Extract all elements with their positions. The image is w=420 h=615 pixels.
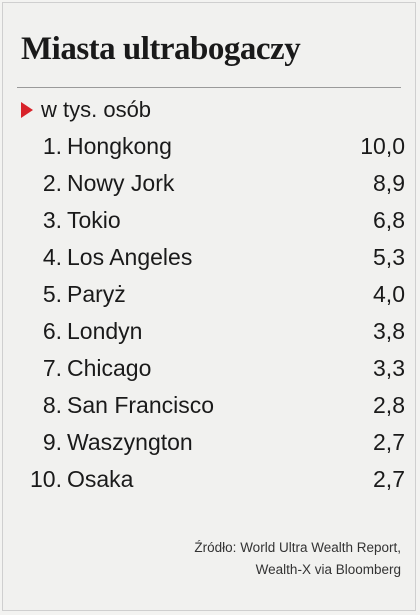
city: Waszyngton <box>67 429 193 455</box>
table-row: 9. Waszyngton 2,7 <box>21 429 405 465</box>
source-line: Wealth-X via Bloomberg <box>255 562 401 577</box>
city: Hongkong <box>67 133 172 159</box>
city: Osaka <box>67 466 134 492</box>
table-row: 8. San Francisco 2,8 <box>21 392 405 428</box>
title: Miasta ultrabogaczy <box>21 31 301 67</box>
city: Nowy Jork <box>67 170 175 196</box>
rank: 4. <box>42 244 62 270</box>
rank: 8. <box>42 392 62 418</box>
city: Chicago <box>67 355 152 381</box>
value: 5,3 <box>373 244 405 270</box>
city: Paryż <box>67 281 126 307</box>
rank: 6. <box>42 318 62 344</box>
subtitle-row: w tys. osób <box>21 97 151 123</box>
table-row: 7. Chicago 3,3 <box>21 355 405 391</box>
city: Tokio <box>67 207 121 233</box>
value: 3,8 <box>373 318 405 344</box>
table-row: 1. Hongkong 10,0 <box>21 133 405 169</box>
rank: 7. <box>42 355 62 381</box>
table-row: 4. Los Angeles 5,3 <box>21 244 405 280</box>
table-row: 10. Osaka 2,7 <box>21 466 405 502</box>
rank: 3. <box>42 207 62 233</box>
city: San Francisco <box>67 392 215 418</box>
rank: 10. <box>30 466 62 492</box>
city: Londyn <box>67 318 143 344</box>
card: Miasta ultrabogaczy w tys. osób 1. Hongko… <box>2 2 416 611</box>
source: Źródło: World Ultra Wealth Report, Wealth… <box>194 537 401 581</box>
table-row: 3. Tokio 6,8 <box>21 207 405 243</box>
table-row: 5. Paryż 4,0 <box>21 281 405 317</box>
marker <box>21 102 33 118</box>
subtitle: w tys. osób <box>41 97 152 122</box>
value: 2,7 <box>373 429 405 455</box>
value: 2,8 <box>373 392 405 418</box>
table-row: 6. Londyn 3,8 <box>21 318 405 354</box>
table-row: 2. Nowy Jork 8,9 <box>21 170 405 206</box>
rank: 2. <box>42 170 62 196</box>
value: 10,0 <box>360 133 405 159</box>
value: 2,7 <box>373 466 405 492</box>
city: Los Angeles <box>67 244 193 270</box>
source-line: Źródło: World Ultra Wealth Report, <box>194 540 401 555</box>
value: 4,0 <box>373 281 405 307</box>
divider <box>17 87 401 88</box>
value: 6,8 <box>373 207 405 233</box>
rank: 5. <box>42 281 62 307</box>
value: 3,3 <box>373 355 405 381</box>
rank: 1. <box>42 133 62 159</box>
rank: 9. <box>42 429 62 455</box>
value: 8,9 <box>373 170 405 196</box>
